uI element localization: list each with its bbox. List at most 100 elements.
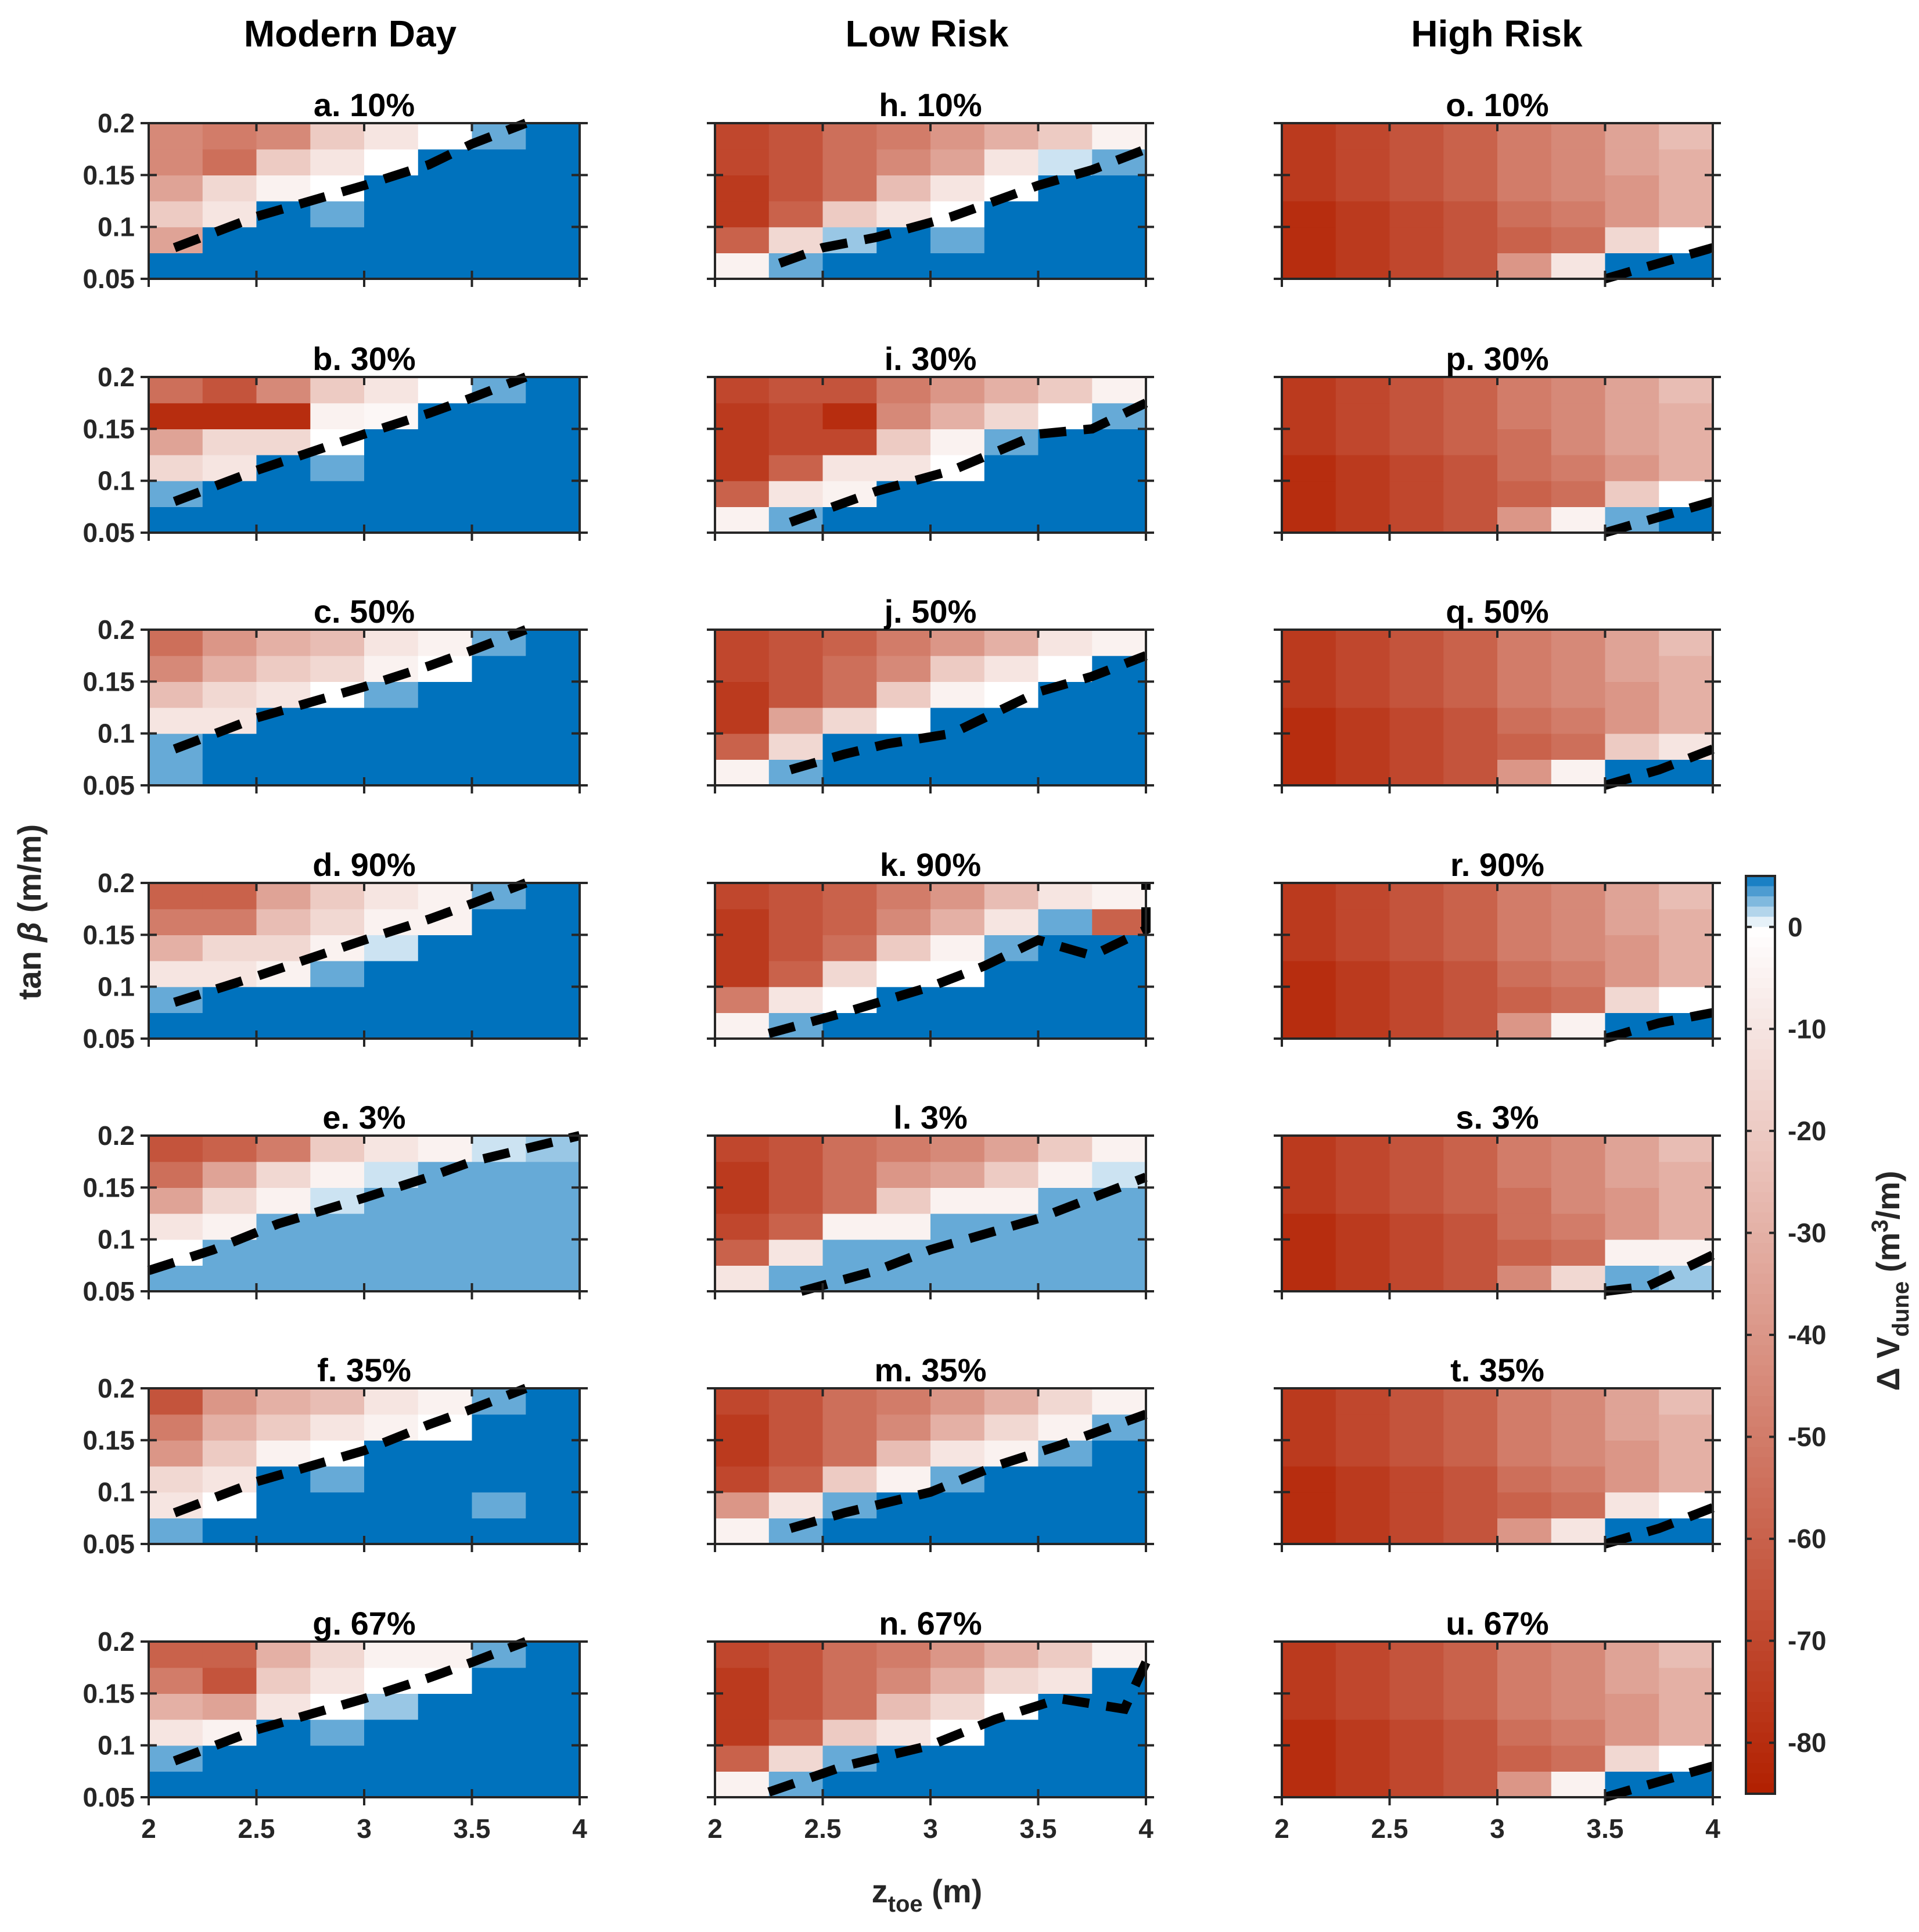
heatmap-cell — [418, 1136, 473, 1162]
heatmap-cell — [1551, 1667, 1606, 1694]
heatmap-cell — [1497, 1745, 1552, 1772]
heatmap-cell — [202, 630, 257, 656]
colorbar-segment — [1746, 1763, 1775, 1774]
heatmap-cell — [1092, 630, 1147, 656]
heatmap-cell — [930, 935, 985, 961]
heatmap-cell — [418, 175, 473, 202]
heatmap-cell — [1551, 429, 1606, 455]
heatmap-cell — [984, 708, 1039, 734]
heatmap-cell — [364, 480, 419, 507]
heatmap-cell — [364, 1719, 419, 1746]
heatmap-cell — [1282, 1642, 1336, 1668]
heatmap-cell — [984, 1388, 1039, 1415]
heatmap-cell — [149, 1161, 203, 1188]
x-tick-label: 3 — [1490, 1814, 1505, 1844]
heatmap-cell — [418, 1239, 473, 1266]
heatmap-cell — [715, 377, 770, 404]
heatmap-cell — [418, 986, 473, 1013]
heatmap-cell — [1659, 123, 1713, 150]
heatmap-cell — [1389, 935, 1444, 961]
panel-title: r. 90% — [1450, 846, 1544, 883]
heatmap-cell — [256, 1492, 311, 1518]
heatmap-cell — [768, 377, 824, 404]
heatmap-cell — [202, 1518, 257, 1545]
heatmap-cell — [310, 1719, 365, 1746]
heatmap-cell — [1335, 655, 1390, 682]
heatmap-cell — [715, 149, 770, 175]
heatmap-cell — [149, 253, 203, 279]
heatmap-cell — [526, 1187, 580, 1214]
heatmap-cell — [1443, 1693, 1498, 1720]
panel-f: 0.2 0.15 0.1 0.05 f. 35% — [82, 1352, 588, 1559]
heatmap-cell — [1038, 1466, 1093, 1493]
colorbar-segment — [1746, 927, 1775, 938]
heatmap-cell — [1282, 149, 1336, 175]
zero-contour-line — [1604, 745, 1715, 790]
zero-contour-line — [800, 1173, 1148, 1296]
heatmap-cell — [876, 253, 931, 279]
heatmap-cell — [418, 507, 473, 533]
colorbar-segment — [1746, 1192, 1775, 1203]
y-tick-label: 0.2 — [98, 1373, 135, 1403]
zero-contour-line — [767, 883, 1151, 1038]
heatmap-cell — [1092, 908, 1147, 935]
heatmap-cell — [984, 883, 1039, 910]
heatmap-cell — [1335, 1667, 1390, 1694]
heatmap-cell — [1335, 759, 1390, 786]
heatmap-cell — [1443, 227, 1498, 253]
heatmap-cell — [472, 908, 526, 935]
heatmap-cell — [1443, 1667, 1498, 1694]
heatmap-cell — [822, 1161, 877, 1188]
heatmap-cell — [1443, 1466, 1498, 1493]
heatmap-cell — [1335, 175, 1390, 202]
heatmap-cell — [1443, 1239, 1498, 1266]
heatmap-cell — [364, 123, 419, 150]
heatmap-cell — [876, 1265, 931, 1292]
heatmap-cell — [1092, 1239, 1147, 1266]
heatmap-cell — [768, 1136, 824, 1162]
heatmap-cell — [1389, 759, 1444, 786]
y-tick-label: 0.05 — [82, 1782, 135, 1812]
heatmap-cell — [715, 1388, 770, 1415]
heatmap-cell — [1282, 507, 1336, 533]
heatmap-cell — [1282, 403, 1336, 429]
y-axis-label: tan β (m/m) — [11, 824, 48, 1000]
heatmap-cell — [1551, 708, 1606, 734]
heatmap-cell — [1551, 681, 1606, 708]
heatmap-cell — [418, 935, 473, 961]
heatmap-cell — [768, 708, 824, 734]
heatmap-cell — [1038, 630, 1093, 656]
heatmap-cell — [1335, 708, 1390, 734]
colorbar-tick-label: -50 — [1788, 1422, 1826, 1452]
heatmap-cell — [1497, 377, 1552, 404]
heatmap-cell — [1551, 1771, 1606, 1798]
heatmap-cell — [984, 1771, 1039, 1798]
heatmap-panels: 0.2 0.15 0.1 0.05 a. 10% 0.2 0.15 0.1 0.05 b. 30%… — [82, 87, 1721, 1844]
heatmap-cell — [930, 1518, 985, 1545]
heatmap-cell — [768, 149, 824, 175]
heatmap-cell — [715, 227, 770, 253]
heatmap-cell — [1497, 403, 1552, 429]
heatmap-cell — [822, 1213, 877, 1240]
heatmap-cell — [1389, 883, 1444, 910]
heatmap-cell — [715, 1693, 770, 1720]
heatmap-cell — [418, 1440, 473, 1467]
heatmap-cell — [256, 883, 311, 910]
colorbar-segment — [1746, 1090, 1775, 1101]
zero-contour-line — [767, 1660, 1151, 1797]
heatmap-cell — [984, 1745, 1039, 1772]
heatmap-cell — [526, 1745, 580, 1772]
heatmap-cell — [822, 883, 877, 910]
heatmap-cell — [1038, 1518, 1093, 1545]
colorbar-segment — [1746, 1610, 1775, 1621]
colorbar-segment — [1746, 1039, 1775, 1050]
heatmap-cell — [1282, 1492, 1336, 1518]
colorbar-segment — [1746, 1416, 1775, 1427]
heatmap-cell — [1497, 507, 1552, 533]
heatmap-cell — [1443, 733, 1498, 760]
heatmap-cell — [1282, 1466, 1336, 1493]
heatmap-cell — [1605, 1213, 1659, 1240]
zero-contour-line — [1604, 1761, 1715, 1802]
heatmap-cell — [1389, 908, 1444, 935]
heatmap-cell — [1443, 986, 1498, 1013]
